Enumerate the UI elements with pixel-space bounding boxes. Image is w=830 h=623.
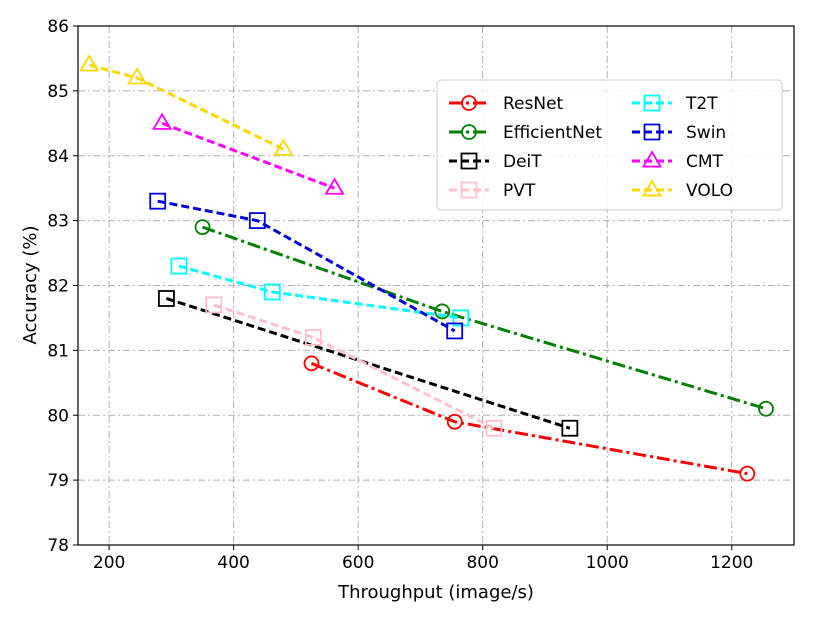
x-axis-label: Throughput (image/s) — [337, 582, 534, 603]
y-tick-label: 78 — [47, 536, 69, 556]
x-tick-label: 200 — [93, 553, 125, 573]
x-tick-label: 800 — [466, 553, 498, 573]
data-point-cmt — [324, 177, 345, 195]
data-point-swin — [248, 212, 266, 230]
legend-label-cmt: CMT — [686, 152, 724, 172]
data-point-efficientnet — [194, 219, 211, 236]
data-point-efficientnet — [434, 303, 451, 320]
data-point-resnet — [446, 413, 463, 430]
series-line-swin — [157, 199, 456, 333]
data-point-resnet — [303, 355, 320, 372]
data-point-efficientnet — [758, 400, 774, 417]
legend-marker-pvt — [460, 181, 478, 199]
legend: ResNet EfficientNet DeiT PVT T2T Swin CMT VOLO — [436, 79, 783, 211]
y-tick-label: 86 — [47, 17, 69, 37]
data-point-pvt — [485, 419, 503, 437]
y-tick-label: 79 — [47, 471, 69, 491]
series-lines — [88, 63, 767, 476]
legend-label-swin: Swin — [686, 123, 726, 143]
series-line-t2t — [178, 264, 462, 320]
y-tick-label: 83 — [47, 212, 69, 232]
y-tick-label: 84 — [47, 147, 69, 167]
legend-label-t2t: T2T — [685, 94, 718, 114]
y-axis-label: Accuracy (%) — [20, 225, 41, 344]
legend-label-deit: DeiT — [503, 152, 542, 172]
x-tick-label: 1200 — [710, 553, 753, 573]
y-tick-label: 82 — [47, 277, 69, 297]
legend-label-efficientnet: EfficientNet — [503, 123, 602, 143]
y-tick-label: 80 — [47, 406, 69, 426]
series-line-resnet — [310, 361, 748, 476]
legend-marker-cmt — [641, 150, 663, 168]
series-markers — [79, 54, 774, 482]
data-point-volo — [127, 67, 148, 85]
legend-label-resnet: ResNet — [503, 94, 564, 114]
data-point-swin — [149, 192, 167, 210]
data-point-cmt — [151, 112, 173, 130]
series-line-volo — [88, 63, 285, 151]
legend-marker-volo — [641, 179, 663, 197]
legend-marker-swin — [643, 123, 661, 141]
y-tick-label: 85 — [47, 82, 69, 102]
legend-marker-efficientnet — [461, 124, 477, 140]
data-point-volo — [79, 54, 100, 72]
data-point-resnet — [739, 465, 756, 482]
y-tick-label: 81 — [47, 341, 69, 361]
data-point-t2t — [452, 309, 470, 327]
legend-label-pvt: PVT — [503, 181, 536, 201]
legend-box — [436, 79, 783, 211]
series-line-deit — [165, 297, 571, 430]
x-axis-ticks: 200 400 600 800 1000 1200 — [93, 545, 753, 573]
legend-marker-t2t — [643, 94, 661, 112]
series-line-efficientnet — [202, 225, 767, 411]
x-tick-label: 400 — [217, 553, 249, 573]
data-point-swin — [446, 322, 464, 340]
legend-marker-deit — [460, 152, 478, 170]
series-line-cmt — [161, 121, 336, 190]
y-axis-ticks: 78 79 80 81 82 83 84 85 86 — [47, 17, 78, 556]
x-tick-label: 600 — [342, 553, 374, 573]
data-point-t2t — [170, 257, 188, 275]
x-tick-label: 1000 — [586, 553, 629, 573]
data-point-t2t — [263, 283, 281, 301]
data-point-pvt — [205, 296, 223, 314]
legend-label-volo: VOLO — [686, 181, 733, 201]
data-point-volo — [273, 138, 294, 156]
legend-marker-resnet — [461, 95, 477, 111]
data-point-pvt — [304, 328, 322, 346]
data-point-deit — [561, 419, 579, 437]
data-point-deit — [158, 290, 175, 307]
